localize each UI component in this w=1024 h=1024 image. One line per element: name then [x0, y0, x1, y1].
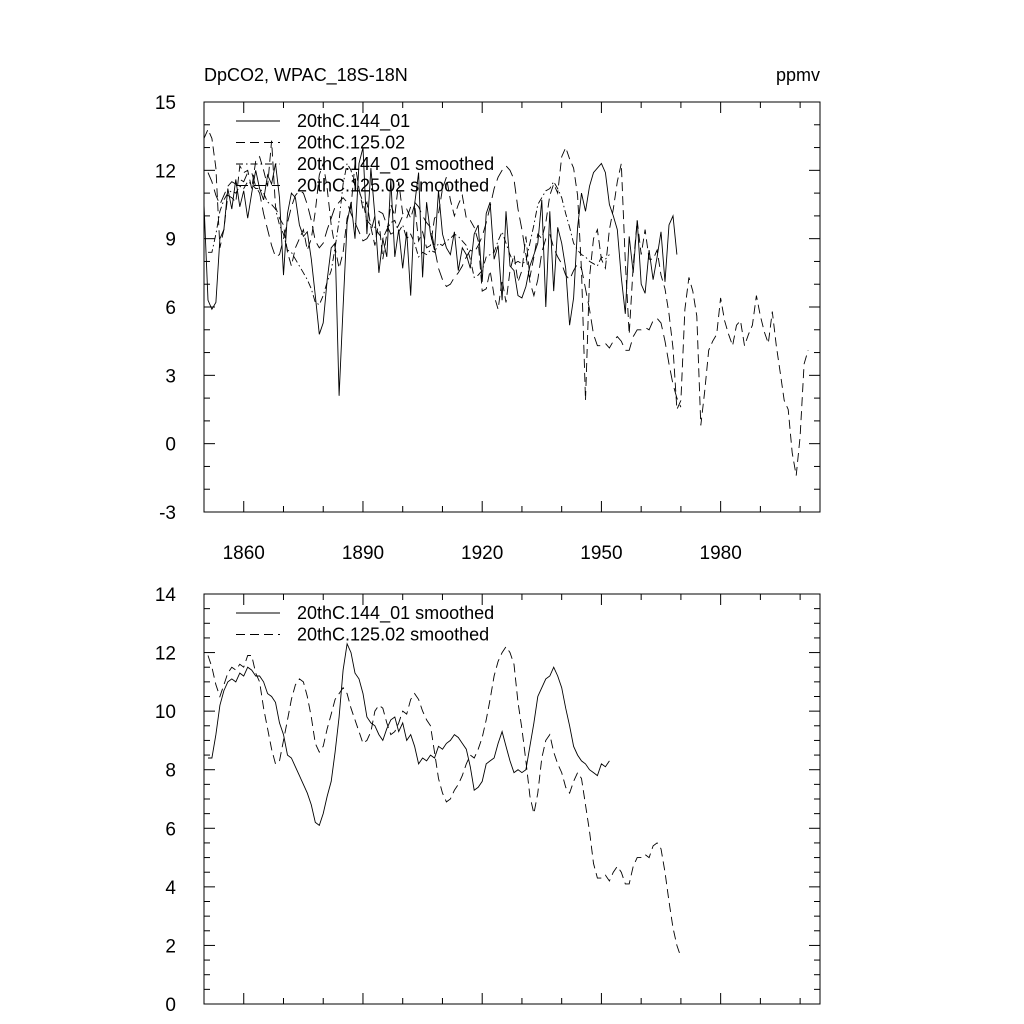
x-tick-label: 1890 [342, 543, 384, 564]
plot-frame-bottom [203, 593, 821, 1005]
x-tick-label: 1920 [461, 543, 503, 564]
y-tick-label: 6 [165, 298, 176, 319]
chart-title: DpCO2, WPAC_18S-18N [204, 65, 408, 86]
y-tick-label: 3 [165, 366, 176, 387]
y-tick-label: 6 [165, 819, 176, 840]
y-tick-label: 0 [165, 435, 176, 456]
legend-label: 20thC.144_01 smoothed [297, 154, 494, 175]
y-tick-label: 14 [155, 585, 177, 606]
series-line-0 [203, 147, 678, 396]
x-tick-labels-top: 1860 1890 1920 1950 1980 [223, 543, 742, 564]
y-tick-labels-bottom: 0 2 4 6 8 10 12 14 [155, 585, 177, 1016]
top-panel: DpCO2, WPAC_18S-18N ppmv -3 0 3 6 9 12 15 1860… [155, 65, 821, 564]
y-tick-label: 8 [165, 761, 176, 782]
bottom-panel: 0 2 4 6 8 10 12 14 20thC.144_01 smoothed20thC.1… [155, 585, 821, 1016]
y-tick-label: 15 [155, 93, 176, 114]
axis-ticks-bottom [203, 593, 820, 1005]
y-tick-label: 9 [165, 230, 176, 251]
y-tick-label: 12 [155, 644, 176, 665]
series-line-3 [207, 165, 682, 408]
legend-label: 20thC.144_01 [297, 111, 410, 132]
y-tick-label: 10 [155, 702, 176, 723]
series-line-2 [208, 162, 610, 306]
x-tick-label: 1980 [700, 543, 742, 564]
series-line-0 [208, 642, 610, 827]
y-tick-label: 4 [165, 878, 176, 899]
x-tick-label: 1950 [580, 543, 622, 564]
series-group-top [203, 128, 809, 476]
legend-label: 20thC.125.02 smoothed [297, 625, 489, 645]
series-group-bottom [207, 642, 682, 958]
y-tick-label: 2 [165, 936, 176, 957]
legend-label: 20thC.125.02 smoothed [297, 176, 489, 196]
legend-label: 20thC.125.02 [297, 133, 405, 153]
y-tick-label: 0 [165, 995, 176, 1016]
legend-label: 20thC.144_01 smoothed [297, 603, 494, 624]
x-tick-label: 1860 [223, 543, 265, 564]
axis-ticks-top [203, 101, 820, 513]
units-label: ppmv [776, 65, 820, 85]
series-line-1 [203, 128, 809, 476]
series-line-1 [207, 645, 682, 958]
y-tick-label: -3 [159, 503, 176, 524]
y-tick-labels-top: -3 0 3 6 9 12 15 [155, 93, 176, 524]
y-tick-label: 12 [155, 161, 176, 182]
